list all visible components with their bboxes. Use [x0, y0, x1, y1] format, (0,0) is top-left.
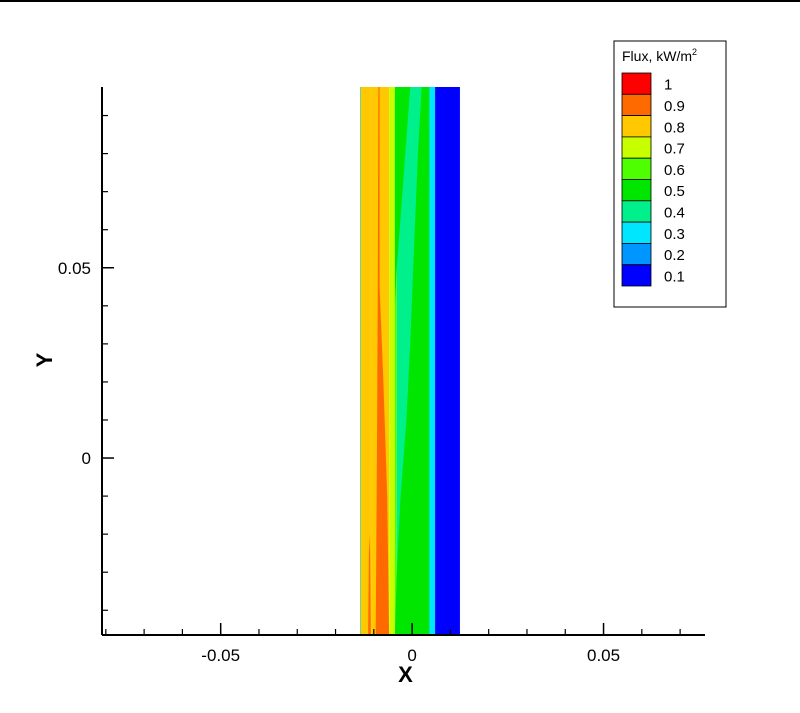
legend-swatch [621, 221, 652, 244]
flux-region-1 [368, 534, 371, 635]
x-tick-label: 0.05 [587, 646, 620, 665]
legend-swatch [621, 93, 652, 117]
legend-level-label: 0.3 [664, 226, 685, 243]
flux-field [360, 87, 460, 635]
legend-swatch [621, 115, 652, 138]
y-tick-label: 0 [82, 449, 91, 468]
legend-swatch [621, 157, 652, 180]
flux-band-4 [394, 87, 397, 635]
flux-band-3 [389, 87, 395, 635]
y-axis-label: Y [32, 352, 57, 367]
flux-region-3 [394, 87, 411, 306]
flux-band-6 [427, 87, 436, 635]
legend-level-label: 0.1 [664, 268, 685, 285]
flux-region-0 [375, 87, 390, 635]
legend-level-label: 0.6 [664, 162, 685, 179]
flux-region-2 [394, 87, 430, 635]
legend-swatch [621, 136, 652, 159]
legend: Flux, kW/m2 1 0.9 0.8 0.7 0.6 0.5 0.4 0.3 0.2 0.1 [613, 40, 727, 308]
legend-title: Flux, kW/m2 [622, 47, 697, 64]
legend-swatch [621, 200, 652, 223]
x-axis-label: X [398, 662, 413, 687]
legend-level-label: 0.2 [664, 247, 685, 264]
flux-band-0 [360, 87, 362, 635]
legend-swatch [621, 72, 652, 95]
top-border [0, 0, 800, 2]
legend-level-label: 0.5 [664, 183, 685, 200]
flux-band-7 [435, 87, 460, 635]
legend-level-label: 0.7 [664, 141, 685, 158]
legend-swatch [621, 264, 652, 287]
legend-title-text: Flux, kW/m [622, 48, 692, 64]
axes: -0.05 0 0.05 0 0.05 [58, 87, 705, 665]
legend-level-label: 1 [664, 77, 672, 94]
x-tick-label: -0.05 [201, 646, 240, 665]
legend-swatch [621, 179, 652, 202]
legend-level-label: 0.8 [664, 119, 685, 136]
legend-swatch [621, 242, 652, 266]
legend-level-label: 0.9 [664, 98, 685, 115]
legend-title-superscript: 2 [692, 47, 697, 57]
y-tick-label: 0.05 [58, 259, 91, 278]
field-contours [360, 87, 460, 635]
flux-band-1 [361, 87, 372, 635]
legend-level-label: 0.4 [664, 204, 685, 221]
x-tick-label: 0 [407, 646, 416, 665]
